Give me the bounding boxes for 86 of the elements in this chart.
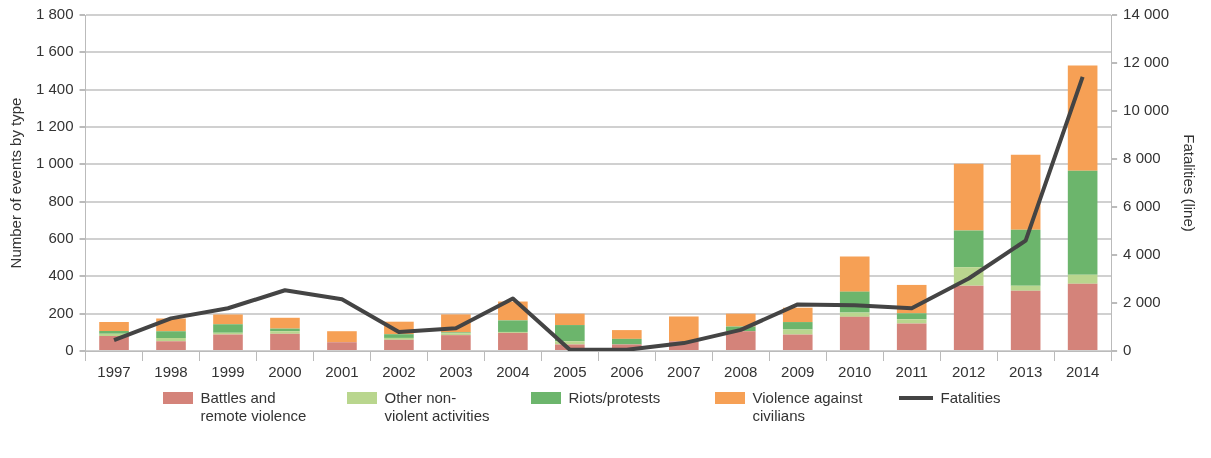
bar — [953, 285, 984, 350]
bar — [953, 230, 984, 268]
x-tick-label: 2000 — [268, 363, 302, 381]
bar — [213, 324, 243, 333]
x-tick-label: 2008 — [724, 363, 758, 381]
y2-tick-label: 2 000 — [1123, 293, 1161, 311]
y-axis-title: Number of events by type — [7, 97, 25, 269]
bar — [896, 323, 927, 350]
bar — [270, 333, 300, 350]
x-tick-label: 2007 — [667, 363, 701, 381]
bar — [896, 313, 927, 320]
legend-label: Violence against civilians — [752, 389, 864, 425]
y-tick-label: 800 — [48, 191, 74, 209]
y-tick-label: 0 — [65, 341, 74, 359]
x-tick-label: 2013 — [1008, 363, 1043, 381]
bar — [1010, 285, 1041, 291]
bar — [555, 325, 585, 342]
bar — [213, 314, 243, 325]
y-tick-label: 1 400 — [35, 79, 74, 97]
bar — [1067, 274, 1098, 284]
bar — [555, 313, 585, 326]
x-tick-label: 2006 — [610, 363, 644, 381]
bar — [156, 341, 186, 350]
bar — [384, 339, 414, 350]
bar — [725, 331, 756, 350]
bar — [612, 338, 642, 345]
y2-tick-label: 8 000 — [1123, 149, 1161, 167]
y2-tick-label: 14 000 — [1123, 5, 1170, 23]
bar — [156, 337, 186, 342]
bar — [896, 319, 927, 324]
bar — [782, 307, 813, 323]
legend-label: Battles and remote violence — [200, 389, 308, 425]
bar — [782, 329, 813, 335]
bar — [1010, 154, 1041, 230]
y2-tick-label: 6 000 — [1123, 197, 1161, 215]
bar — [1010, 229, 1041, 286]
y-tick-label: 400 — [48, 266, 74, 284]
bar — [782, 334, 813, 350]
bar — [725, 313, 756, 327]
x-tick-label: 1998 — [154, 363, 188, 381]
bar — [1067, 65, 1098, 171]
bar — [99, 322, 129, 332]
x-tick-label: 2005 — [553, 363, 587, 381]
bar — [270, 317, 300, 329]
x-tick-label: 2004 — [496, 363, 530, 381]
bar — [327, 342, 357, 350]
x-tick-label: 2014 — [1065, 363, 1100, 381]
y-tick-label: 1 000 — [35, 154, 74, 172]
bar — [839, 312, 870, 317]
x-tick-label: 1997 — [97, 363, 131, 381]
y-tick-label: 200 — [48, 303, 74, 321]
x-tick-label: 2002 — [382, 363, 416, 381]
bar — [498, 332, 528, 350]
x-tick-label: 2003 — [439, 363, 473, 381]
legend-label: Fatalities — [940, 389, 1001, 407]
bar — [327, 331, 357, 343]
bar — [213, 334, 243, 350]
y2-axis-title: Fatalities (line) — [1180, 134, 1198, 232]
legend-label: Riots/protests — [568, 389, 661, 407]
bar — [156, 331, 186, 338]
x-tick-label: 2012 — [951, 363, 986, 381]
x-tick-label: 1999 — [211, 363, 245, 381]
y2-tick-label: 12 000 — [1123, 53, 1170, 71]
bar — [498, 320, 528, 332]
x-tick-label: 2009 — [781, 363, 815, 381]
bar — [612, 330, 642, 339]
bar — [441, 335, 471, 350]
y-tick-label: 1 800 — [35, 5, 74, 23]
legend-label: Other non-violent activities — [384, 389, 491, 425]
x-tick-label: 2011 — [895, 363, 928, 381]
y2-tick-label: 10 000 — [1123, 101, 1170, 119]
bar — [839, 316, 870, 350]
bar — [668, 316, 699, 342]
y2-tick-label: 4 000 — [1123, 245, 1161, 263]
bar — [953, 163, 984, 231]
bar — [839, 256, 870, 292]
y-tick-label: 1 600 — [35, 42, 74, 60]
x-tick-label: 2010 — [838, 363, 872, 381]
x-tick-label: 2001 — [325, 363, 359, 381]
bar — [1010, 290, 1041, 350]
bar — [1067, 283, 1098, 350]
y-tick-label: 1 200 — [35, 117, 74, 135]
bar — [1067, 170, 1098, 275]
y2-tick-label: 0 — [1123, 341, 1132, 359]
y-tick-label: 600 — [48, 229, 74, 247]
bar — [782, 322, 813, 330]
